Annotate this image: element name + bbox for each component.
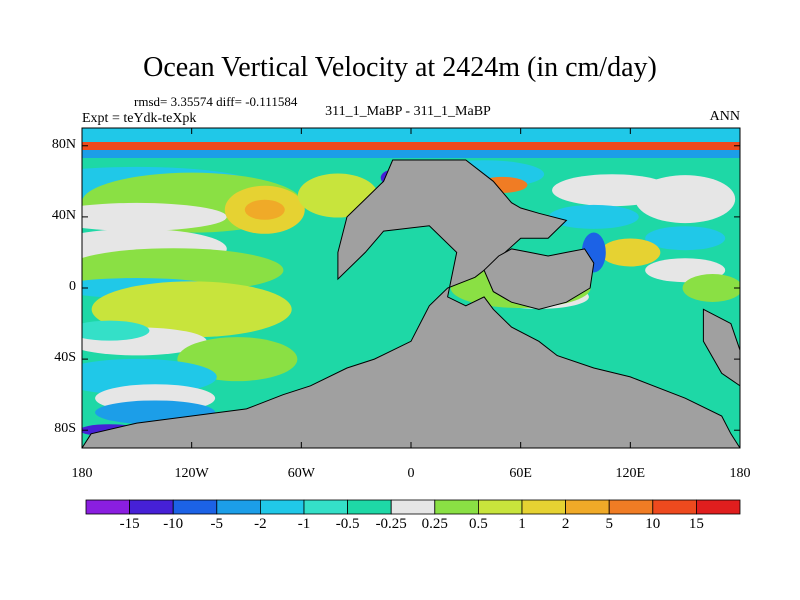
x-tick-label: 120W <box>174 466 209 481</box>
land-region <box>483 248 595 310</box>
field-blob <box>645 226 726 251</box>
field-band <box>82 150 740 158</box>
colorbar-label: 5 <box>605 516 613 532</box>
x-tick-label: 180 <box>729 466 751 481</box>
colorbar-label: 15 <box>688 516 704 532</box>
x-tick-label: 120E <box>615 466 646 481</box>
colorbar-swatch <box>172 499 218 515</box>
experiment-label: Expt = teYdk-teXpk <box>82 111 197 126</box>
colorbar-swatch <box>347 499 392 515</box>
colorbar-swatch <box>434 499 479 515</box>
field-band <box>82 142 740 150</box>
colorbar-swatch <box>390 499 436 515</box>
x-tick-label: 180 <box>71 466 93 481</box>
field-blob <box>244 199 285 220</box>
x-tick-label: 60E <box>509 466 532 481</box>
colorbar-label: 2 <box>561 516 570 532</box>
colorbar-swatch <box>85 499 130 515</box>
colorbar-swatch <box>259 499 305 515</box>
center-label: 311_1_MaBP - 311_1_MaBP <box>325 104 491 119</box>
colorbar-swatch <box>129 499 174 515</box>
colorbar-swatch <box>216 499 261 515</box>
colorbar-swatch <box>696 499 741 515</box>
x-tick-label: 60W <box>287 466 315 481</box>
colorbar-swatch <box>477 499 523 515</box>
y-tick-label: 0 <box>69 279 76 294</box>
colorbar-label: -2 <box>254 516 267 532</box>
colorbar-label: 0.5 <box>469 516 488 532</box>
colorbar-label: -0.25 <box>375 516 407 532</box>
field-blob <box>635 175 736 224</box>
velocity-field <box>82 128 740 437</box>
colorbar <box>85 499 741 515</box>
colorbar-swatch <box>608 499 654 515</box>
colorbar-label: 0.25 <box>421 516 448 532</box>
colorbar-swatch <box>303 499 348 515</box>
colorbar-swatch <box>565 499 610 515</box>
colorbar-label: 10 <box>645 516 661 532</box>
colorbar-label: -0.5 <box>335 516 360 532</box>
map-field <box>82 128 740 448</box>
colorbar-swatch <box>521 499 566 515</box>
land-region <box>702 308 740 387</box>
colorbar-label: -5 <box>210 516 224 532</box>
x-ticks <box>81 128 741 448</box>
y-tick-label: 80N <box>51 136 76 152</box>
y-tick-label: 40N <box>51 207 76 223</box>
field-blob <box>548 204 639 229</box>
colorbar-label: 1 <box>518 516 526 532</box>
season-label: ANN <box>709 109 740 124</box>
chart-title: Ocean Vertical Velocity at 2424m (in cm/… <box>143 52 657 83</box>
x-tick-label: 0 <box>407 466 415 481</box>
y-tick-label: 80S <box>54 421 76 437</box>
y-ticks <box>82 145 740 431</box>
field-blob <box>82 202 227 231</box>
land-mask <box>82 159 740 448</box>
stats-text: rmsd= 3.35574 diff= -0.111584 <box>134 94 298 109</box>
colorbar-label: -15 <box>119 516 140 532</box>
colorbar-swatch <box>652 499 697 515</box>
field-blob <box>91 281 292 338</box>
colorbar-label: -10 <box>163 516 184 532</box>
y-tick-label: 40S <box>54 350 76 366</box>
field-blob <box>682 274 740 302</box>
land-region <box>82 159 740 448</box>
field-blob <box>82 320 150 341</box>
field-blob <box>600 238 661 267</box>
field-band <box>82 128 740 142</box>
colorbar-label: -1 <box>297 516 311 532</box>
